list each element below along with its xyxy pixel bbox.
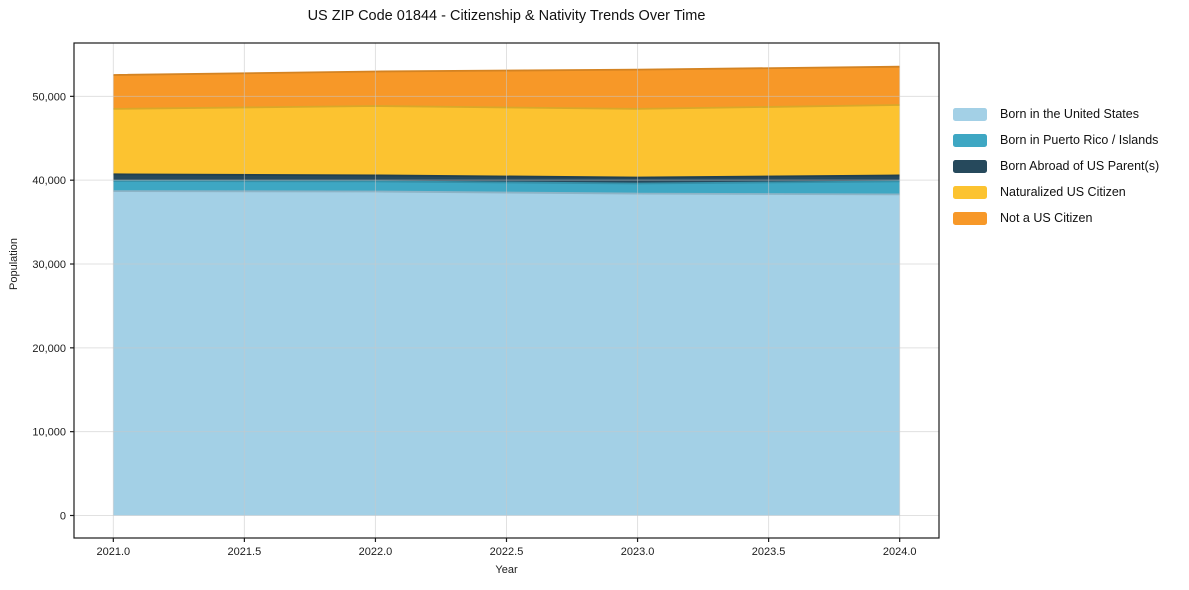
x-tick-label: 2024.0 [883,546,917,558]
legend-swatch-naturalized [953,185,987,199]
x-tick-label: 2022.5 [490,546,524,558]
x-tick-label: 2022.0 [359,546,393,558]
x-tick-label: 2021.5 [228,546,262,558]
legend-swatch-born-puerto-rico [953,133,987,147]
x-tick-label: 2021.0 [96,546,130,558]
legend-swatch-not-citizen [953,211,987,225]
legend-item: Born Abroad of US Parent(s) [953,153,1159,179]
legend-swatch-born-in-us [953,107,987,121]
y-tick-label: 10,000 [32,427,66,439]
legend-item: Naturalized US Citizen [953,179,1159,205]
x-tick-label: 2023.0 [621,546,655,558]
legend-item: Not a US Citizen [953,205,1159,231]
legend-swatch-born-abroad [953,159,987,173]
x-axis-label: Year [495,564,518,576]
legend-label: Born in Puerto Rico / Islands [1000,133,1159,147]
y-tick-label: 0 [60,511,66,523]
chart-title: US ZIP Code 01844 - Citizenship & Nativi… [307,8,706,24]
legend-label: Born Abroad of US Parent(s) [1000,159,1160,173]
legend-item: Born in the United States [953,101,1159,127]
y-tick-label: 20,000 [32,343,66,355]
legend-label: Not a US Citizen [1000,211,1093,225]
x-tick-label: 2023.5 [752,546,786,558]
legend-label: Naturalized US Citizen [1000,185,1126,199]
legend-item: Born in Puerto Rico / Islands [953,127,1159,153]
y-tick-label: 50,000 [32,91,66,103]
y-tick-label: 30,000 [32,259,66,271]
legend-label: Born in the United States [1000,107,1139,121]
legend: Born in the United States Born in Puerto… [953,101,1159,231]
y-tick-label: 40,000 [32,175,66,187]
